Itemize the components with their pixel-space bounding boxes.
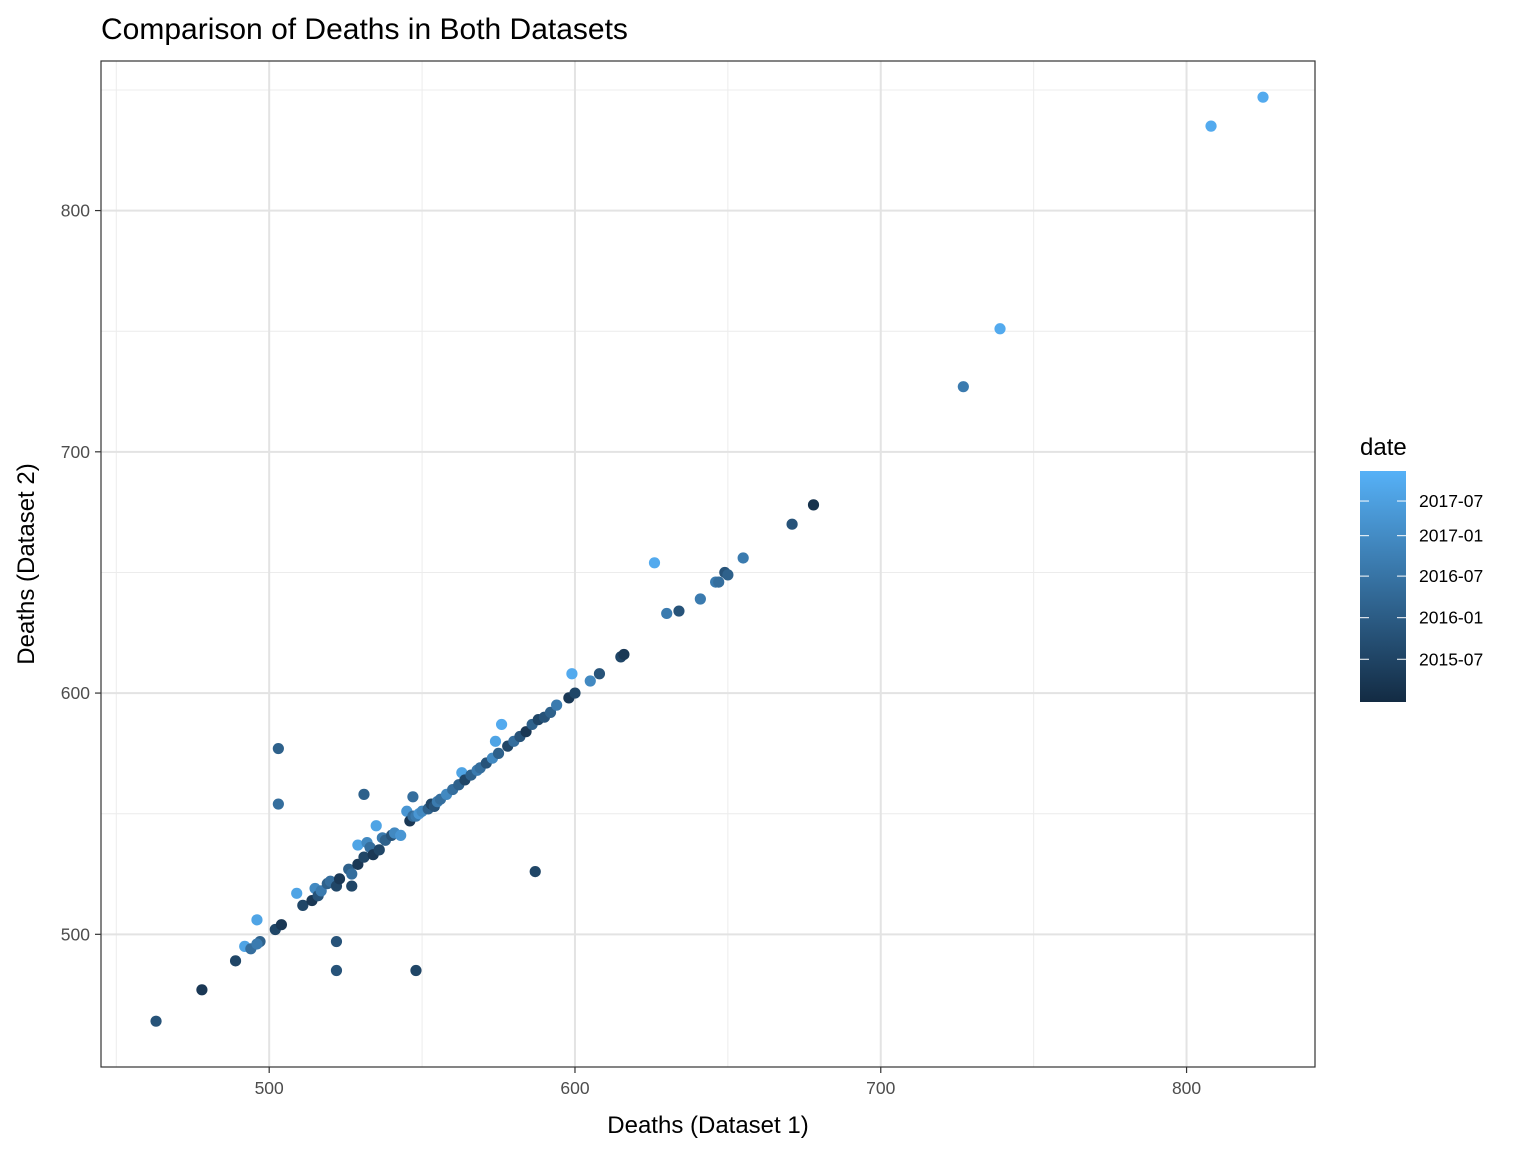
x-axis: 500 600 700 800 bbox=[255, 1067, 1201, 1098]
chart-title: Comparison of Deaths in Both Datasets bbox=[101, 13, 628, 46]
data-point bbox=[407, 791, 419, 803]
legend-label: 2015-07 bbox=[1419, 649, 1483, 669]
data-point bbox=[618, 648, 630, 661]
data-point bbox=[722, 569, 734, 581]
y-tick-label: 700 bbox=[61, 442, 90, 462]
data-point bbox=[492, 747, 505, 759]
data-point bbox=[272, 798, 284, 810]
data-point bbox=[352, 839, 364, 851]
panel-border bbox=[100, 60, 1316, 1068]
data-point bbox=[786, 518, 798, 530]
data-point bbox=[358, 851, 370, 863]
grid-minor bbox=[101, 61, 1315, 1067]
grid-major bbox=[101, 61, 1315, 1067]
y-tick-label: 500 bbox=[61, 924, 90, 944]
data-point bbox=[229, 955, 242, 967]
x-tick-label: 700 bbox=[866, 1078, 895, 1098]
data-point bbox=[333, 873, 346, 885]
data-points bbox=[150, 91, 1269, 1027]
data-point bbox=[410, 964, 422, 977]
y-tick-label: 800 bbox=[61, 201, 90, 221]
data-point bbox=[358, 788, 370, 800]
data-point bbox=[297, 899, 309, 911]
data-point bbox=[1257, 91, 1269, 103]
y-axis: 500 600 700 800 bbox=[61, 201, 101, 944]
data-point bbox=[661, 607, 673, 620]
panel-background bbox=[101, 61, 1315, 1067]
data-point bbox=[529, 865, 541, 878]
data-point bbox=[673, 605, 685, 617]
data-point bbox=[648, 557, 661, 569]
data-point bbox=[395, 829, 407, 842]
data-point bbox=[346, 868, 358, 880]
data-point bbox=[957, 381, 969, 393]
legend-label: 2016-07 bbox=[1419, 566, 1483, 586]
data-point bbox=[694, 593, 706, 605]
data-point bbox=[373, 844, 385, 856]
x-tick-label: 800 bbox=[1172, 1078, 1201, 1098]
data-point bbox=[251, 914, 263, 926]
data-point bbox=[807, 499, 820, 511]
data-point bbox=[584, 675, 596, 687]
x-tick-label: 600 bbox=[560, 1078, 589, 1098]
data-point bbox=[330, 935, 343, 948]
legend-ticks: 2017-07 2017-01 2016-07 2016-01 2015-07 bbox=[1360, 491, 1483, 669]
data-point bbox=[593, 668, 606, 680]
legend-label: 2016-01 bbox=[1419, 608, 1483, 628]
y-tick-label: 600 bbox=[61, 683, 90, 703]
legend-title: date bbox=[1360, 434, 1407, 461]
legend-label: 2017-01 bbox=[1419, 526, 1483, 546]
data-point bbox=[291, 887, 303, 899]
data-point bbox=[1205, 120, 1217, 132]
data-point bbox=[272, 742, 284, 755]
data-point bbox=[370, 820, 382, 832]
data-point bbox=[251, 938, 263, 950]
data-point bbox=[713, 576, 725, 588]
data-point bbox=[275, 919, 288, 931]
x-tick-label: 500 bbox=[255, 1078, 284, 1098]
legend-colorbar bbox=[1360, 471, 1406, 702]
data-point bbox=[330, 964, 343, 977]
y-axis-title: Deaths (Dataset 2) bbox=[13, 463, 40, 664]
data-point bbox=[551, 699, 563, 711]
legend-label: 2017-07 bbox=[1419, 491, 1483, 511]
data-point bbox=[150, 1015, 162, 1027]
data-point bbox=[566, 668, 578, 680]
data-point bbox=[737, 552, 749, 564]
x-axis-title: Deaths (Dataset 1) bbox=[607, 1112, 808, 1139]
data-point bbox=[994, 323, 1006, 335]
data-point bbox=[495, 718, 508, 731]
data-point bbox=[346, 880, 358, 892]
data-point bbox=[569, 687, 581, 699]
data-point bbox=[489, 735, 502, 747]
data-point bbox=[196, 984, 208, 996]
